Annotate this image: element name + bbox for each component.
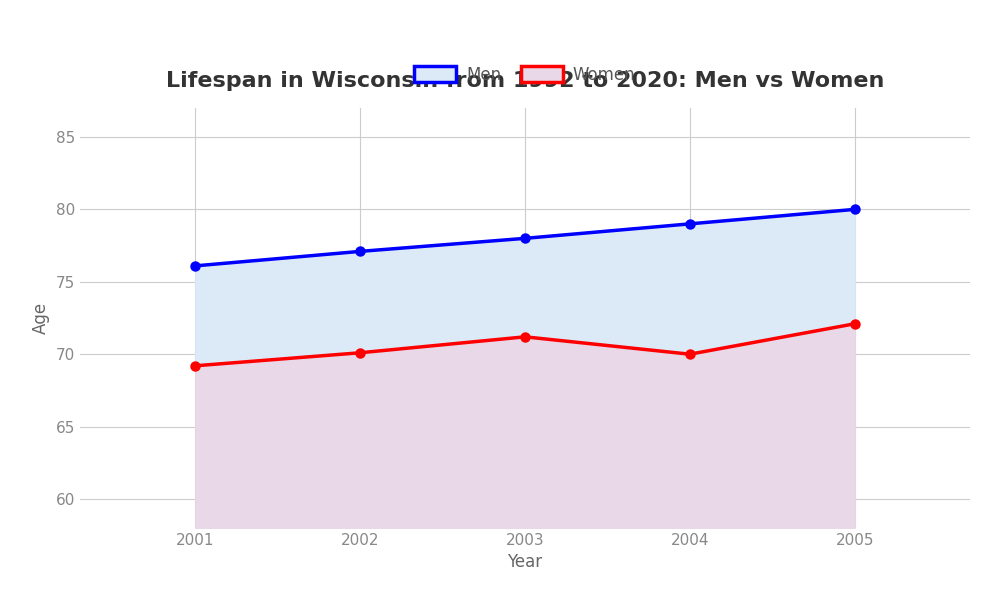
X-axis label: Year: Year <box>507 553 543 571</box>
Legend: Men, Women: Men, Women <box>414 66 636 84</box>
Title: Lifespan in Wisconsin from 1992 to 2020: Men vs Women: Lifespan in Wisconsin from 1992 to 2020:… <box>166 71 884 91</box>
Y-axis label: Age: Age <box>32 302 50 334</box>
